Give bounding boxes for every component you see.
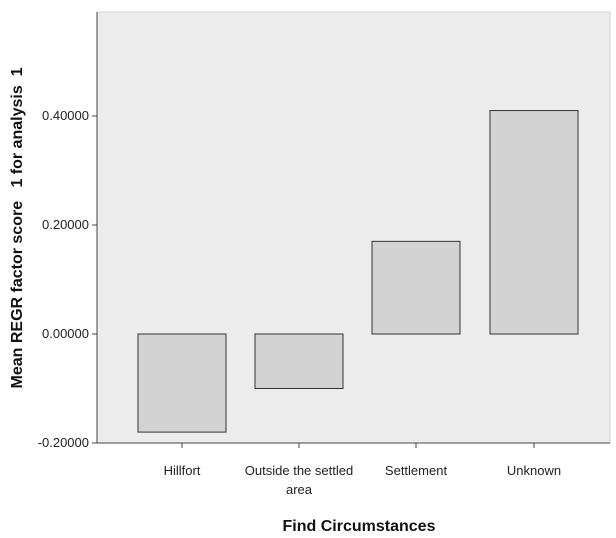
y-tick-label-3: 0.40000 (42, 108, 89, 123)
y-tick-label-0: -0.20000 (38, 435, 89, 450)
bar-0 (137, 333, 227, 433)
x-tick-label-0: Hillfort (164, 463, 201, 478)
x-tick-label-1: Outside the settled area (245, 463, 353, 497)
bars-layer (137, 110, 579, 433)
y-axis-ticks: -0.20000 0.00000 0.20000 0.40000 (38, 108, 97, 450)
x-tick-label-3: Unknown (507, 463, 561, 478)
bar-3 (489, 110, 579, 335)
x-axis-ticks: Hillfort Outside the settled area Settlemen… (164, 443, 561, 497)
bar-1 (254, 333, 344, 389)
bar-2 (371, 240, 461, 335)
x-axis-title: Find Circumstances (283, 518, 436, 535)
y-tick-label-1: 0.00000 (42, 326, 89, 341)
x-tick-label-2: Settlement (385, 463, 448, 478)
y-axis-title: Mean REGR factor score 1 for analysis 1 (9, 67, 26, 388)
y-tick-label-2: 0.20000 (42, 217, 89, 232)
